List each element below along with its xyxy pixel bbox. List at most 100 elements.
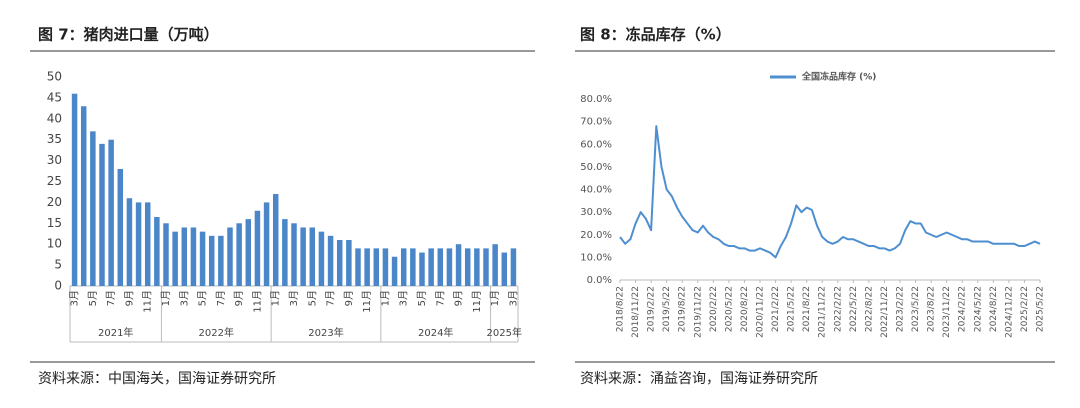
bar — [355, 248, 361, 286]
x-tick-label: 2024/2/22 — [958, 286, 968, 332]
x-tick-label: 2020/2/22 — [709, 286, 719, 332]
bar — [227, 227, 233, 286]
group-label: 2021年 — [98, 326, 133, 339]
bar — [400, 248, 407, 286]
x-tick-label: 9月 — [123, 290, 135, 306]
x-tick-label: 7月 — [325, 290, 337, 306]
bar — [126, 198, 133, 286]
x-tick-label: 2019/2/22 — [647, 286, 657, 332]
source-note: 资料来源：涌益咨询，国海证券研究所 — [580, 371, 818, 387]
x-tick-label: 2023/2/22 — [896, 286, 906, 332]
x-tick-label: 2024/11/22 — [1004, 286, 1014, 338]
bar — [199, 231, 206, 286]
x-tick-label: 9月 — [453, 290, 465, 306]
bar — [263, 202, 270, 286]
source-note: 资料来源：中国海关，国海证券研究所 — [38, 371, 276, 387]
bar — [300, 227, 306, 286]
x-tick-label: 2023/5/22 — [911, 286, 921, 332]
bar — [437, 248, 444, 286]
x-tick-label: 9月 — [343, 290, 355, 306]
x-tick-label: 2018/11/22 — [631, 286, 641, 338]
y-tick-label: 50.0% — [580, 162, 612, 173]
x-tick-label: 3月 — [398, 290, 410, 306]
x-tick-label: 2019/5/22 — [662, 286, 672, 332]
bar — [391, 256, 398, 286]
y-tick-label: 5 — [54, 258, 62, 272]
bar — [254, 210, 261, 286]
x-tick-label: 2018/8/22 — [616, 286, 626, 332]
x-tick-label: 2023/11/22 — [942, 286, 952, 338]
bar — [410, 248, 416, 286]
bar — [144, 202, 151, 286]
x-tick-label: 5月 — [306, 290, 318, 306]
group-label: 2025年 — [487, 326, 522, 339]
bar — [382, 248, 389, 286]
y-tick-label: 80.0% — [580, 94, 612, 105]
bar — [108, 139, 114, 286]
x-tick-label: 2020/11/22 — [756, 286, 766, 338]
x-tick-label: 2025/5/22 — [1036, 286, 1046, 332]
x-tick-label: 11月 — [361, 290, 373, 313]
x-tick-label: 2021/11/22 — [818, 286, 828, 338]
bar — [336, 240, 343, 286]
bar — [492, 244, 498, 286]
x-tick-label: 2021/8/22 — [802, 286, 812, 332]
bar — [172, 231, 178, 286]
x-tick-label: 2020/5/22 — [724, 286, 734, 332]
x-tick-label: 1月 — [270, 290, 282, 306]
group-label: 2022年 — [199, 326, 234, 339]
x-tick-label: 2022/11/22 — [880, 286, 890, 338]
x-tick-label: 3月 — [178, 290, 190, 306]
y-tick-label: 40.0% — [580, 185, 612, 196]
y-tick-label: 15 — [47, 216, 62, 230]
x-tick-label: 1月 — [379, 290, 391, 306]
x-tick-label: 2019/11/22 — [693, 286, 703, 338]
bar — [318, 231, 325, 286]
x-tick-label: 7月 — [215, 290, 227, 306]
bar — [364, 248, 370, 286]
x-tick-label: 7月 — [105, 290, 117, 306]
bar — [99, 143, 105, 286]
bar — [218, 235, 224, 286]
y-tick-label: 10 — [47, 237, 62, 251]
bar — [346, 240, 352, 286]
x-tick-label: 11月 — [471, 290, 483, 313]
x-tick-label: 3月 — [288, 290, 300, 306]
bar — [236, 223, 242, 286]
x-tick-label: 5月 — [416, 290, 428, 306]
y-tick-label: 30 — [47, 153, 62, 167]
bar — [501, 252, 508, 286]
bar — [510, 248, 517, 286]
y-tick-label: 60.0% — [580, 139, 612, 150]
x-tick-label: 3月 — [507, 290, 519, 306]
x-tick-label: 3月 — [69, 290, 81, 306]
bar — [419, 252, 425, 286]
y-tick-label: 50 — [47, 70, 62, 84]
bar — [327, 235, 334, 286]
bar — [291, 223, 297, 286]
y-tick-label: 20.0% — [580, 230, 612, 241]
bar — [163, 223, 169, 286]
x-tick-label: 2021/5/22 — [787, 286, 797, 332]
x-tick-label: 11月 — [251, 290, 263, 313]
bar — [90, 131, 96, 286]
bar — [282, 219, 288, 286]
x-tick-label: 11月 — [142, 290, 154, 313]
x-tick-label: 5月 — [197, 290, 209, 306]
bar — [474, 248, 480, 286]
x-tick-label: 9月 — [233, 290, 245, 306]
x-tick-label: 5月 — [87, 290, 99, 306]
bar — [309, 227, 316, 286]
bar — [154, 217, 160, 286]
bar — [181, 227, 188, 286]
y-tick-label: 10.0% — [580, 252, 612, 263]
group-label: 2024年 — [418, 326, 453, 339]
x-tick-label: 2025/2/22 — [1020, 286, 1030, 332]
bar — [117, 168, 124, 286]
x-tick-label: 2024/8/22 — [989, 286, 999, 332]
y-tick-label: 70.0% — [580, 117, 612, 128]
figure-title: 图 7：猪肉进口量（万吨） — [38, 26, 219, 44]
bar — [71, 93, 78, 286]
bar — [446, 248, 453, 286]
